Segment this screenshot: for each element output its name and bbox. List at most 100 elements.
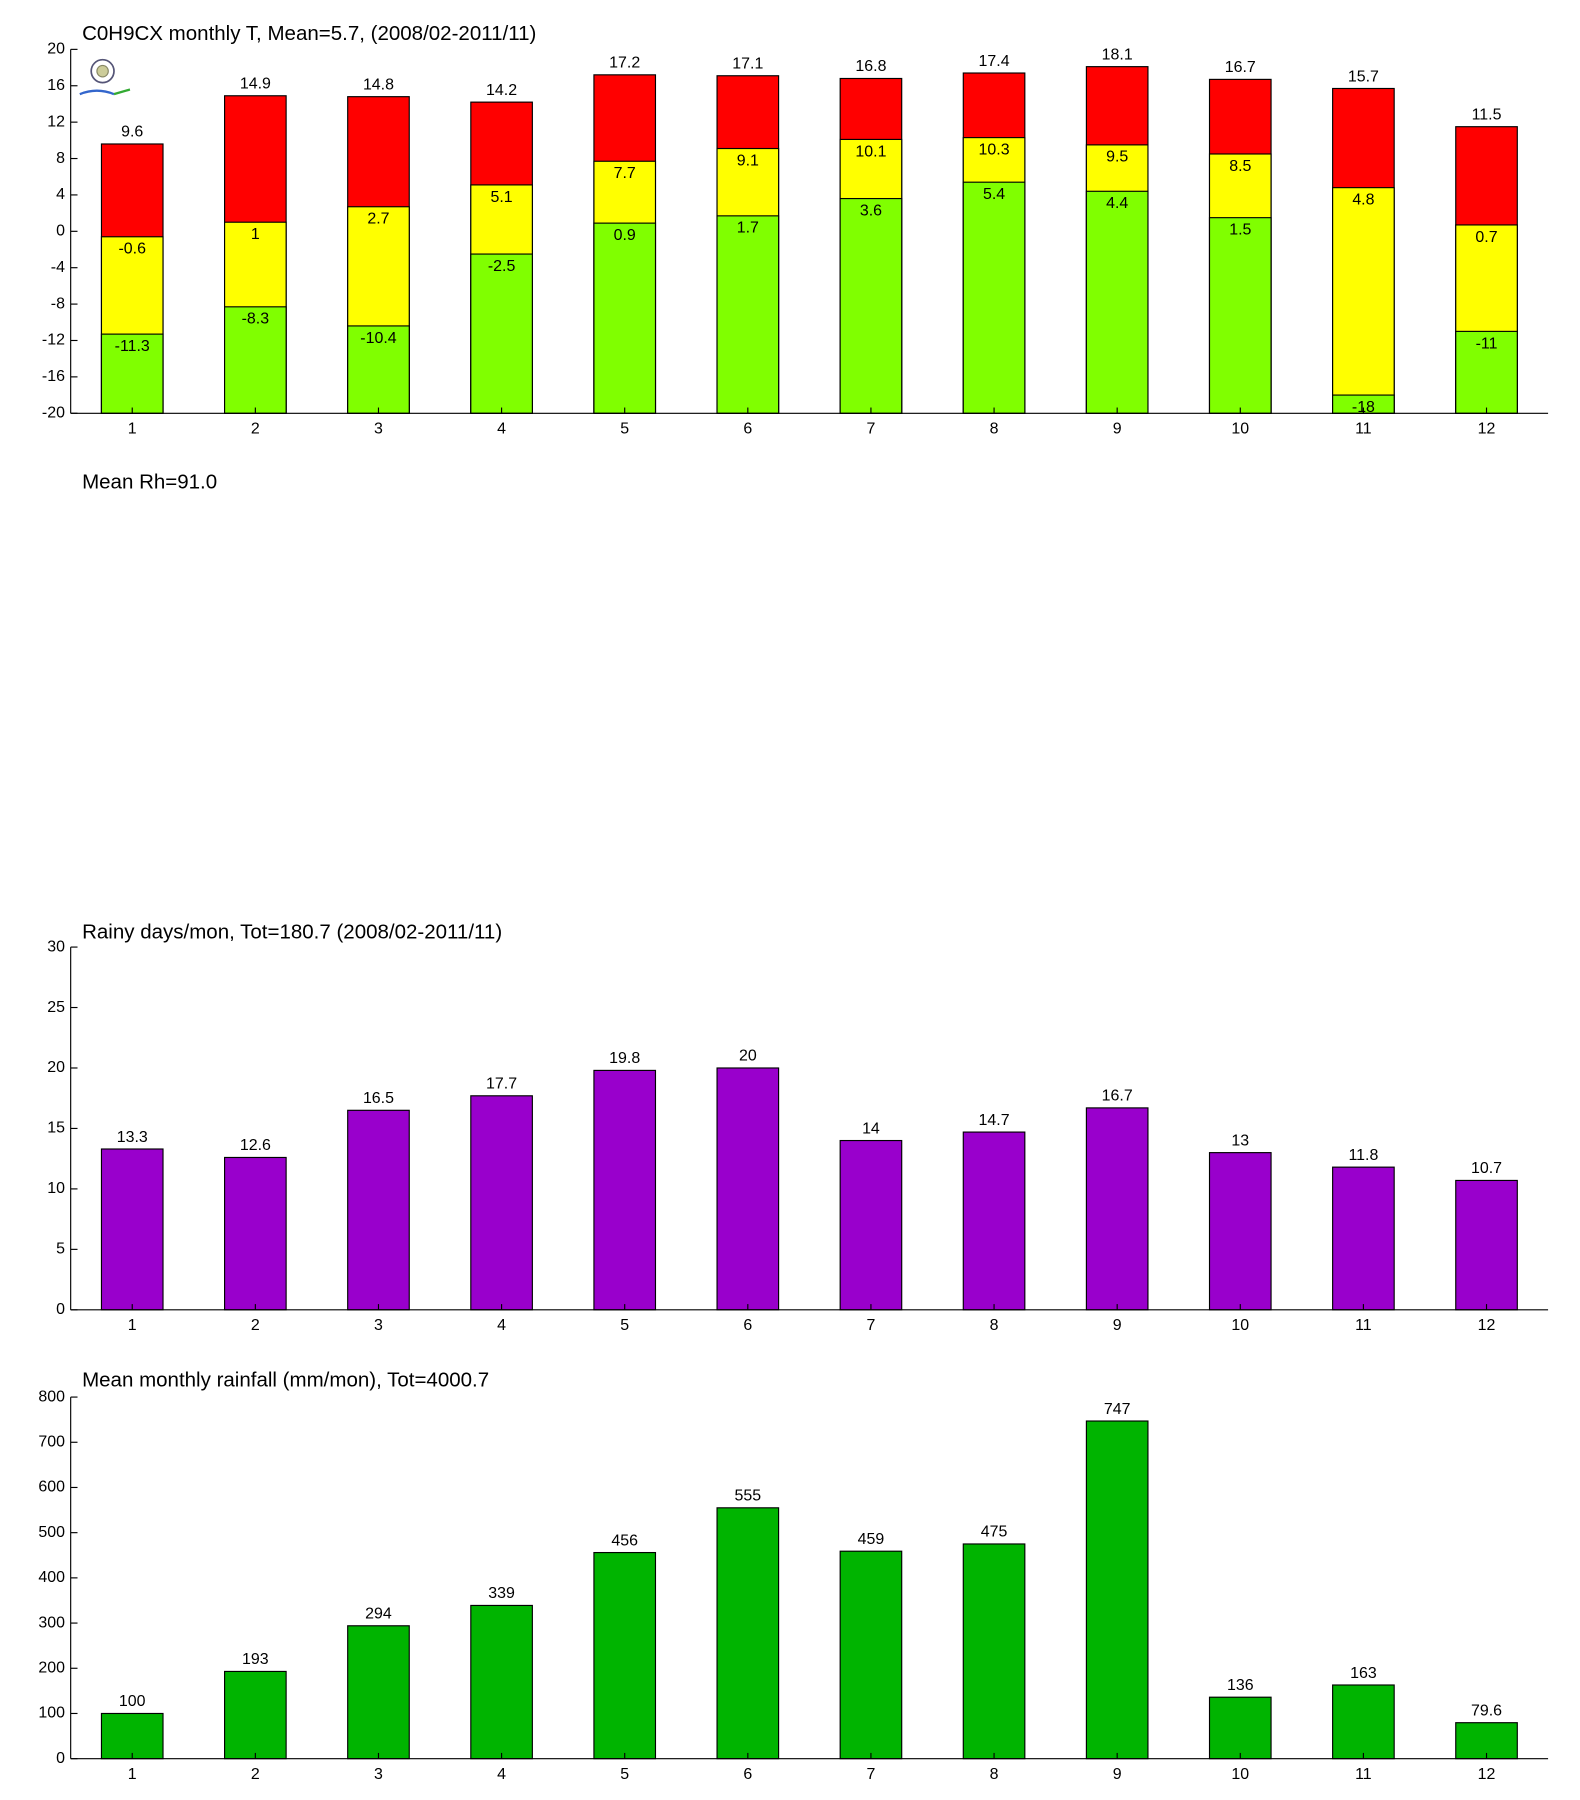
data-label: 16.7 (1102, 1088, 1133, 1105)
x-tick-label: 8 (990, 421, 999, 438)
x-tick-label: 11 (1355, 1317, 1372, 1334)
data-label: 4.8 (1352, 191, 1374, 208)
data-label: 294 (365, 1606, 392, 1623)
data-label: 20 (739, 1048, 757, 1065)
data-label: 12.6 (240, 1137, 271, 1154)
x-tick-label: 2 (251, 1766, 260, 1783)
bar (839, 1139, 903, 1311)
y-tick-label: 400 (38, 1569, 65, 1586)
y-tick-label: 20 (47, 1059, 65, 1076)
data-label: 15.7 (1348, 68, 1379, 85)
data-label: 79.6 (1471, 1702, 1502, 1719)
bar (716, 1507, 780, 1760)
data-label: 9.5 (1106, 149, 1128, 166)
chart-title: C0H9CX monthly T, Mean=5.7, (2008/02-201… (82, 22, 536, 45)
y-tick-label: 25 (47, 999, 65, 1016)
bar (347, 1109, 410, 1311)
data-label: 10.1 (855, 143, 886, 160)
bar (1085, 1107, 1149, 1311)
bar (470, 1604, 533, 1760)
data-label: -10.4 (360, 330, 396, 347)
data-label: 0.9 (614, 227, 636, 244)
data-label: 5.1 (491, 189, 513, 206)
bar (593, 1069, 657, 1311)
data-label: -0.6 (118, 241, 146, 258)
data-label: 14.2 (486, 82, 517, 99)
data-label: 5.4 (983, 186, 1005, 203)
x-tick-label: 1 (128, 421, 137, 438)
data-label: -8.3 (242, 311, 270, 328)
bar (839, 197, 903, 414)
x-tick-label: 8 (990, 1317, 999, 1334)
y-tick-label: 30 (47, 938, 65, 955)
data-label: 17.1 (732, 55, 763, 72)
bar (224, 1156, 287, 1311)
bar (100, 1148, 164, 1311)
data-label: 3.6 (860, 202, 882, 219)
y-tick-label: 200 (38, 1659, 65, 1676)
data-label: 19.8 (609, 1050, 640, 1067)
x-tick-label: 4 (497, 421, 506, 438)
data-label: 555 (735, 1488, 762, 1505)
data-label: 18.1 (1102, 46, 1133, 63)
x-tick-label: 4 (497, 1317, 506, 1334)
data-label: 9.6 (121, 124, 143, 141)
data-label: 193 (242, 1651, 269, 1668)
data-label: 747 (1104, 1401, 1131, 1418)
data-label: 9.1 (737, 152, 759, 169)
y-tick-label: 0 (56, 1301, 65, 1318)
y-tick-label: 300 (38, 1614, 65, 1631)
data-label: 10.7 (1471, 1160, 1502, 1177)
data-label: -11.3 (115, 338, 150, 355)
bar (224, 1670, 287, 1760)
bar (1208, 1152, 1272, 1311)
x-tick-label: 12 (1478, 421, 1496, 438)
data-label: 13 (1231, 1132, 1249, 1149)
data-label: 14 (862, 1120, 880, 1137)
data-label: 163 (1350, 1665, 1377, 1682)
data-label: 136 (1227, 1677, 1254, 1694)
x-tick-label: 4 (497, 1766, 506, 1783)
data-label: 339 (488, 1585, 515, 1602)
bar (1085, 190, 1149, 414)
data-label: 459 (858, 1531, 885, 1548)
bar (224, 306, 287, 414)
bar (1208, 217, 1272, 414)
y-tick-label: -16 (42, 368, 65, 385)
y-tick-label: 16 (47, 77, 65, 94)
data-label: 4.4 (1106, 195, 1128, 212)
data-label: 11.8 (1348, 1147, 1378, 1164)
bar (470, 253, 533, 414)
bar (1208, 1696, 1272, 1760)
bar (100, 1712, 164, 1760)
y-tick-label: -20 (42, 404, 65, 421)
y-tick-label: 4 (56, 186, 65, 203)
y-tick-label: -4 (51, 259, 65, 276)
chart-title: Mean monthly rainfall (mm/mon), Tot=4000… (82, 1368, 489, 1391)
bar (1332, 187, 1395, 414)
y-tick-label: -12 (42, 332, 65, 349)
data-label: 13.3 (117, 1129, 148, 1146)
x-tick-label: 1 (128, 1766, 137, 1783)
bar (716, 215, 780, 414)
y-tick-label: 0 (56, 223, 65, 240)
data-label: 14.7 (979, 1112, 1010, 1129)
x-tick-label: 12 (1478, 1317, 1496, 1334)
data-label: 2.7 (367, 211, 389, 228)
chart-title: Rainy days/mon, Tot=180.7 (2008/02-2011/… (82, 921, 502, 944)
data-label: 10.3 (979, 141, 1010, 158)
bar (1332, 1684, 1395, 1760)
bar (962, 1131, 1026, 1311)
bar (1455, 1722, 1518, 1760)
x-tick-label: 6 (743, 1317, 752, 1334)
data-label: 1.7 (737, 220, 759, 237)
bar (470, 1095, 533, 1311)
x-tick-label: 2 (251, 1317, 260, 1334)
y-tick-label: 500 (38, 1524, 65, 1541)
bar (347, 325, 410, 414)
bar (962, 181, 1026, 414)
x-tick-label: 10 (1231, 1766, 1249, 1783)
data-label: -11 (1476, 335, 1498, 352)
